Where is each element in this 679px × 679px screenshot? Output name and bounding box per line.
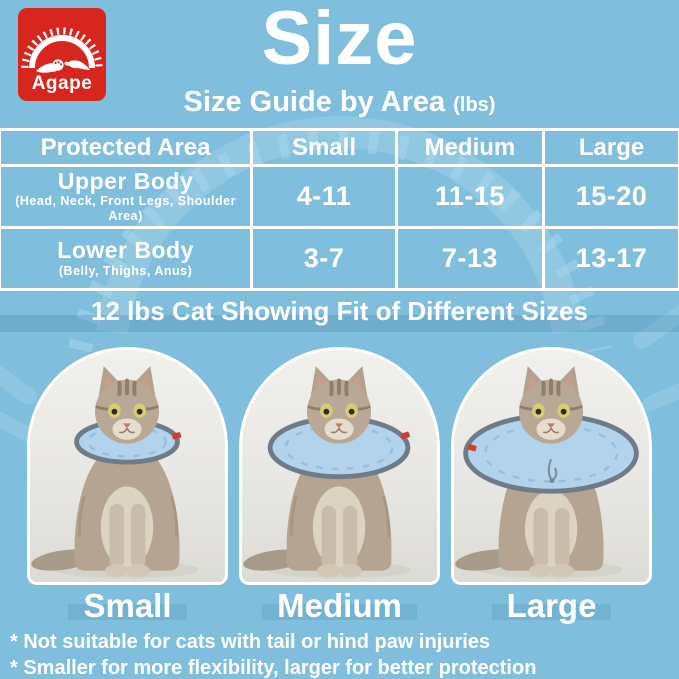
table-row-upper-body: Upper Body (Head, Neck, Front Legs, Shou… bbox=[0, 164, 679, 229]
value-cell: 15-20 bbox=[542, 164, 679, 229]
size-label-large: Large bbox=[451, 589, 652, 622]
footnote-line: * Not suitable for cats with tail or hin… bbox=[10, 631, 491, 653]
col-protected-area: Protected Area bbox=[0, 128, 254, 167]
page-title: Size bbox=[261, 0, 418, 81]
cat-photo-large bbox=[451, 347, 652, 585]
section-subtitle: Size Guide by Area (lbs) bbox=[0, 86, 679, 119]
cat-head bbox=[519, 366, 584, 444]
footnotes: * Not suitable for cats with tail or hin… bbox=[10, 630, 536, 679]
brand-name: Agape bbox=[31, 73, 93, 94]
table-header-row: Protected Area Small Medium Large bbox=[0, 128, 679, 167]
cat-photo-small bbox=[27, 347, 228, 585]
col-small: Small bbox=[250, 128, 398, 167]
cone-medium bbox=[267, 416, 411, 480]
value-cell: 4-11 bbox=[250, 164, 398, 229]
area-name: Upper Body bbox=[57, 167, 194, 194]
table-row-lower-body: Lower Body (Belly, Thighs, Anus) 3-7 7-1… bbox=[0, 226, 679, 291]
value-cell: 11-15 bbox=[394, 164, 546, 229]
col-medium: Medium bbox=[394, 128, 546, 167]
paw-and-hand-arch-icon bbox=[18, 8, 106, 101]
area-name: Lower Body bbox=[57, 237, 194, 264]
value-cell: 3-7 bbox=[250, 226, 398, 291]
col-large: Large bbox=[542, 128, 679, 167]
value-cell: 13-17 bbox=[542, 226, 679, 291]
fit-photos-row: Small bbox=[0, 347, 679, 622]
size-table: Protected Area Small Medium Large Upper … bbox=[0, 128, 679, 291]
fit-card-medium: Medium bbox=[239, 347, 440, 622]
cat-photo-medium bbox=[239, 347, 440, 585]
area-detail: (Belly, Thighs, Anus) bbox=[58, 263, 193, 278]
subtitle-unit: (lbs) bbox=[453, 94, 496, 116]
size-label-medium: Medium bbox=[239, 589, 440, 622]
agape-logo: Agape bbox=[18, 8, 106, 101]
area-cell: Lower Body (Belly, Thighs, Anus) bbox=[0, 226, 254, 291]
cat-head bbox=[307, 366, 372, 444]
fit-card-small: Small bbox=[27, 347, 228, 622]
cat-head bbox=[95, 366, 160, 444]
area-cell: Upper Body (Head, Neck, Front Legs, Shou… bbox=[0, 164, 254, 229]
footnote-line: * Smaller for more flexibility, larger f… bbox=[10, 656, 537, 679]
fit-section-heading: 12 lbs Cat Showing Fit of Different Size… bbox=[0, 291, 679, 332]
area-detail: (Head, Neck, Front Legs, Shoulder Area) bbox=[15, 194, 236, 224]
size-label-small: Small bbox=[27, 589, 228, 622]
value-cell: 7-13 bbox=[394, 226, 546, 291]
fit-card-large: Large bbox=[451, 347, 652, 622]
subtitle-text: Size Guide by Area bbox=[183, 86, 446, 118]
